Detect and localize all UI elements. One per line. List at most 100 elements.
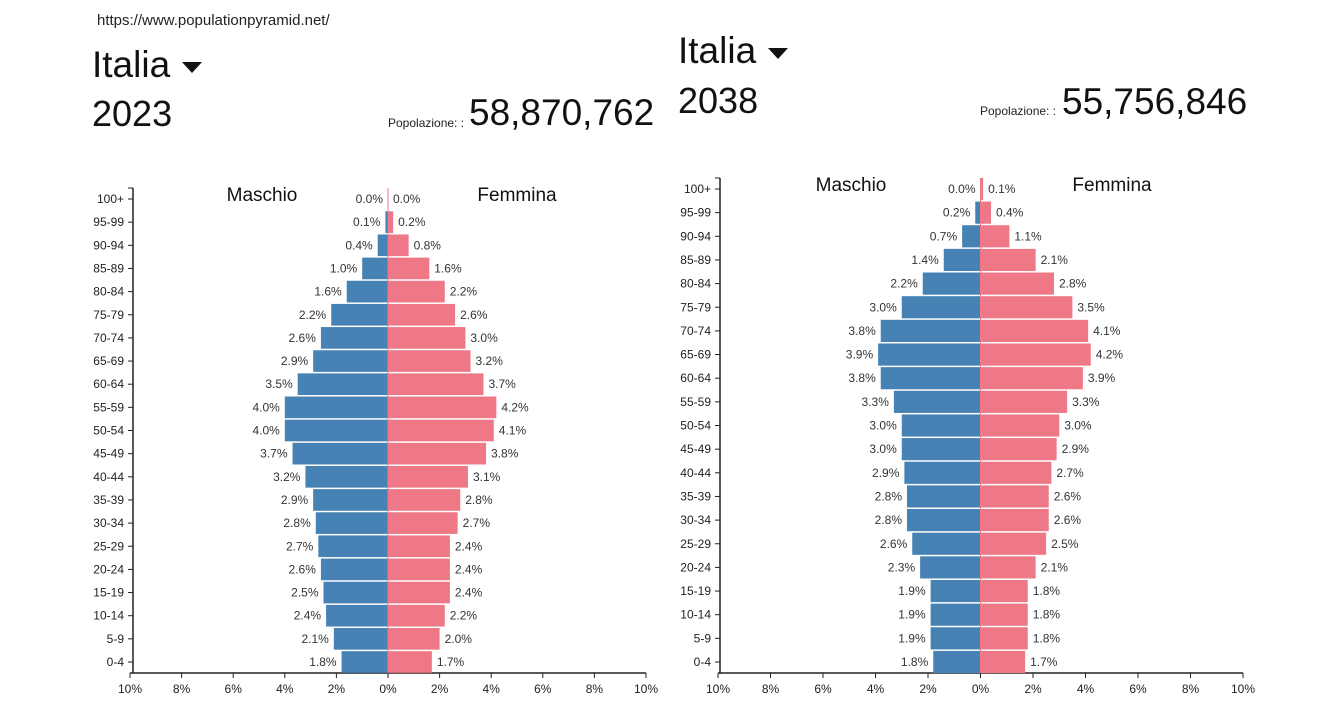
bar-female xyxy=(388,234,409,257)
y-tick-label: 15-19 xyxy=(93,586,124,600)
bar-male xyxy=(297,373,388,396)
bar-male xyxy=(962,225,981,248)
y-tick-label: 0-4 xyxy=(107,655,125,669)
bar-female xyxy=(980,319,1089,342)
female-value-label: 1.8% xyxy=(1033,608,1061,622)
x-tick-label: 2% xyxy=(1024,682,1042,696)
bar-female xyxy=(980,225,1010,248)
bar-male xyxy=(907,485,981,508)
country-selector[interactable]: Italia xyxy=(92,44,203,86)
bar-female xyxy=(388,419,494,442)
x-tick-label: 6% xyxy=(225,682,243,696)
female-value-label: 2.6% xyxy=(1054,489,1082,503)
legend-female: Femmina xyxy=(477,185,557,206)
female-value-label: 2.1% xyxy=(1041,253,1069,267)
y-tick-label: 25-29 xyxy=(93,539,124,553)
bar-male xyxy=(362,257,388,280)
y-tick-label: 20-24 xyxy=(93,562,124,576)
bar-male xyxy=(326,604,388,627)
y-tick-label: 30-34 xyxy=(93,516,124,530)
bar-male xyxy=(880,319,981,342)
x-tick-label: 4% xyxy=(276,682,294,696)
bar-male xyxy=(305,465,388,488)
bar-male xyxy=(315,512,388,534)
y-tick-label: 20-24 xyxy=(680,560,711,574)
y-tick-label: 30-34 xyxy=(680,513,711,527)
bar-male xyxy=(930,627,981,650)
bar-male xyxy=(320,558,388,581)
male-value-label: 2.8% xyxy=(283,516,311,530)
bar-female xyxy=(388,628,440,650)
bar-male xyxy=(922,272,981,295)
male-value-label: 3.0% xyxy=(869,300,897,314)
bar-female xyxy=(980,248,1036,272)
male-value-label: 0.1% xyxy=(353,215,381,229)
bar-female xyxy=(388,581,450,604)
female-value-label: 2.4% xyxy=(455,539,483,553)
country-selector[interactable]: Italia xyxy=(678,30,789,72)
bar-male xyxy=(346,280,388,303)
y-tick-label: 5-9 xyxy=(694,631,712,645)
male-value-label: 3.0% xyxy=(869,442,897,456)
x-tick-label: 2% xyxy=(328,682,346,696)
y-tick-label: 45-49 xyxy=(680,442,711,456)
female-value-label: 3.9% xyxy=(1088,371,1116,385)
y-tick-label: 45-49 xyxy=(93,447,124,461)
female-value-label: 2.2% xyxy=(450,285,478,299)
x-tick-label: 4% xyxy=(483,682,501,696)
bar-female xyxy=(388,489,461,511)
y-tick-label: 100+ xyxy=(684,182,711,196)
bar-female xyxy=(980,201,991,224)
female-value-label: 2.8% xyxy=(1059,277,1087,291)
y-tick-label: 65-69 xyxy=(680,348,711,362)
bar-male xyxy=(912,532,981,555)
bar-male xyxy=(933,650,981,674)
population-label: Popolazione: : xyxy=(980,104,1057,118)
bar-male xyxy=(930,579,981,603)
caret-down-icon[interactable] xyxy=(768,47,789,59)
x-tick-label: 6% xyxy=(814,682,832,696)
legend-female: Femmina xyxy=(1072,175,1152,196)
male-value-label: 2.1% xyxy=(301,632,329,646)
bar-female xyxy=(388,442,487,465)
y-tick-label: 40-44 xyxy=(93,470,124,484)
female-value-label: 1.6% xyxy=(434,261,462,275)
y-tick-label: 95-99 xyxy=(93,215,124,229)
bar-male xyxy=(901,414,981,437)
y-tick-label: 0-4 xyxy=(694,655,712,669)
y-tick-label: 95-99 xyxy=(680,206,711,220)
bar-female xyxy=(980,390,1068,413)
male-value-label: 2.6% xyxy=(289,331,317,345)
bar-female xyxy=(980,603,1028,626)
female-value-label: 0.1% xyxy=(988,182,1016,196)
bar-male xyxy=(313,489,388,511)
y-tick-label: 65-69 xyxy=(93,354,124,368)
male-value-label: 1.9% xyxy=(898,631,926,645)
population-value: 58,870,762 xyxy=(469,92,655,133)
x-tick-label: 8% xyxy=(586,682,604,696)
female-value-label: 1.1% xyxy=(1014,229,1042,243)
male-value-label: 1.4% xyxy=(911,253,939,267)
male-value-label: 1.9% xyxy=(898,608,926,622)
caret-down-icon[interactable] xyxy=(182,61,203,73)
female-value-label: 4.1% xyxy=(1093,324,1121,338)
female-value-label: 2.4% xyxy=(455,586,483,600)
y-tick-label: 70-74 xyxy=(93,331,124,345)
female-value-label: 2.7% xyxy=(463,516,491,530)
y-tick-label: 70-74 xyxy=(680,324,711,338)
x-tick-label: 6% xyxy=(1129,682,1147,696)
bar-male xyxy=(331,303,388,326)
bar-female xyxy=(980,509,1049,532)
y-tick-label: 40-44 xyxy=(680,466,711,480)
source-url[interactable]: https://www.populationpyramid.net/ xyxy=(97,12,330,29)
x-tick-label: 2% xyxy=(919,682,937,696)
female-value-label: 4.1% xyxy=(499,424,527,438)
y-tick-label: 15-19 xyxy=(680,584,711,598)
male-value-label: 3.0% xyxy=(869,419,897,433)
x-tick-label: 10% xyxy=(118,682,142,696)
female-value-label: 2.6% xyxy=(460,308,488,322)
female-value-label: 2.1% xyxy=(1041,560,1069,574)
male-value-label: 0.0% xyxy=(356,192,384,206)
female-value-label: 3.0% xyxy=(470,331,498,345)
bar-female xyxy=(980,438,1057,461)
